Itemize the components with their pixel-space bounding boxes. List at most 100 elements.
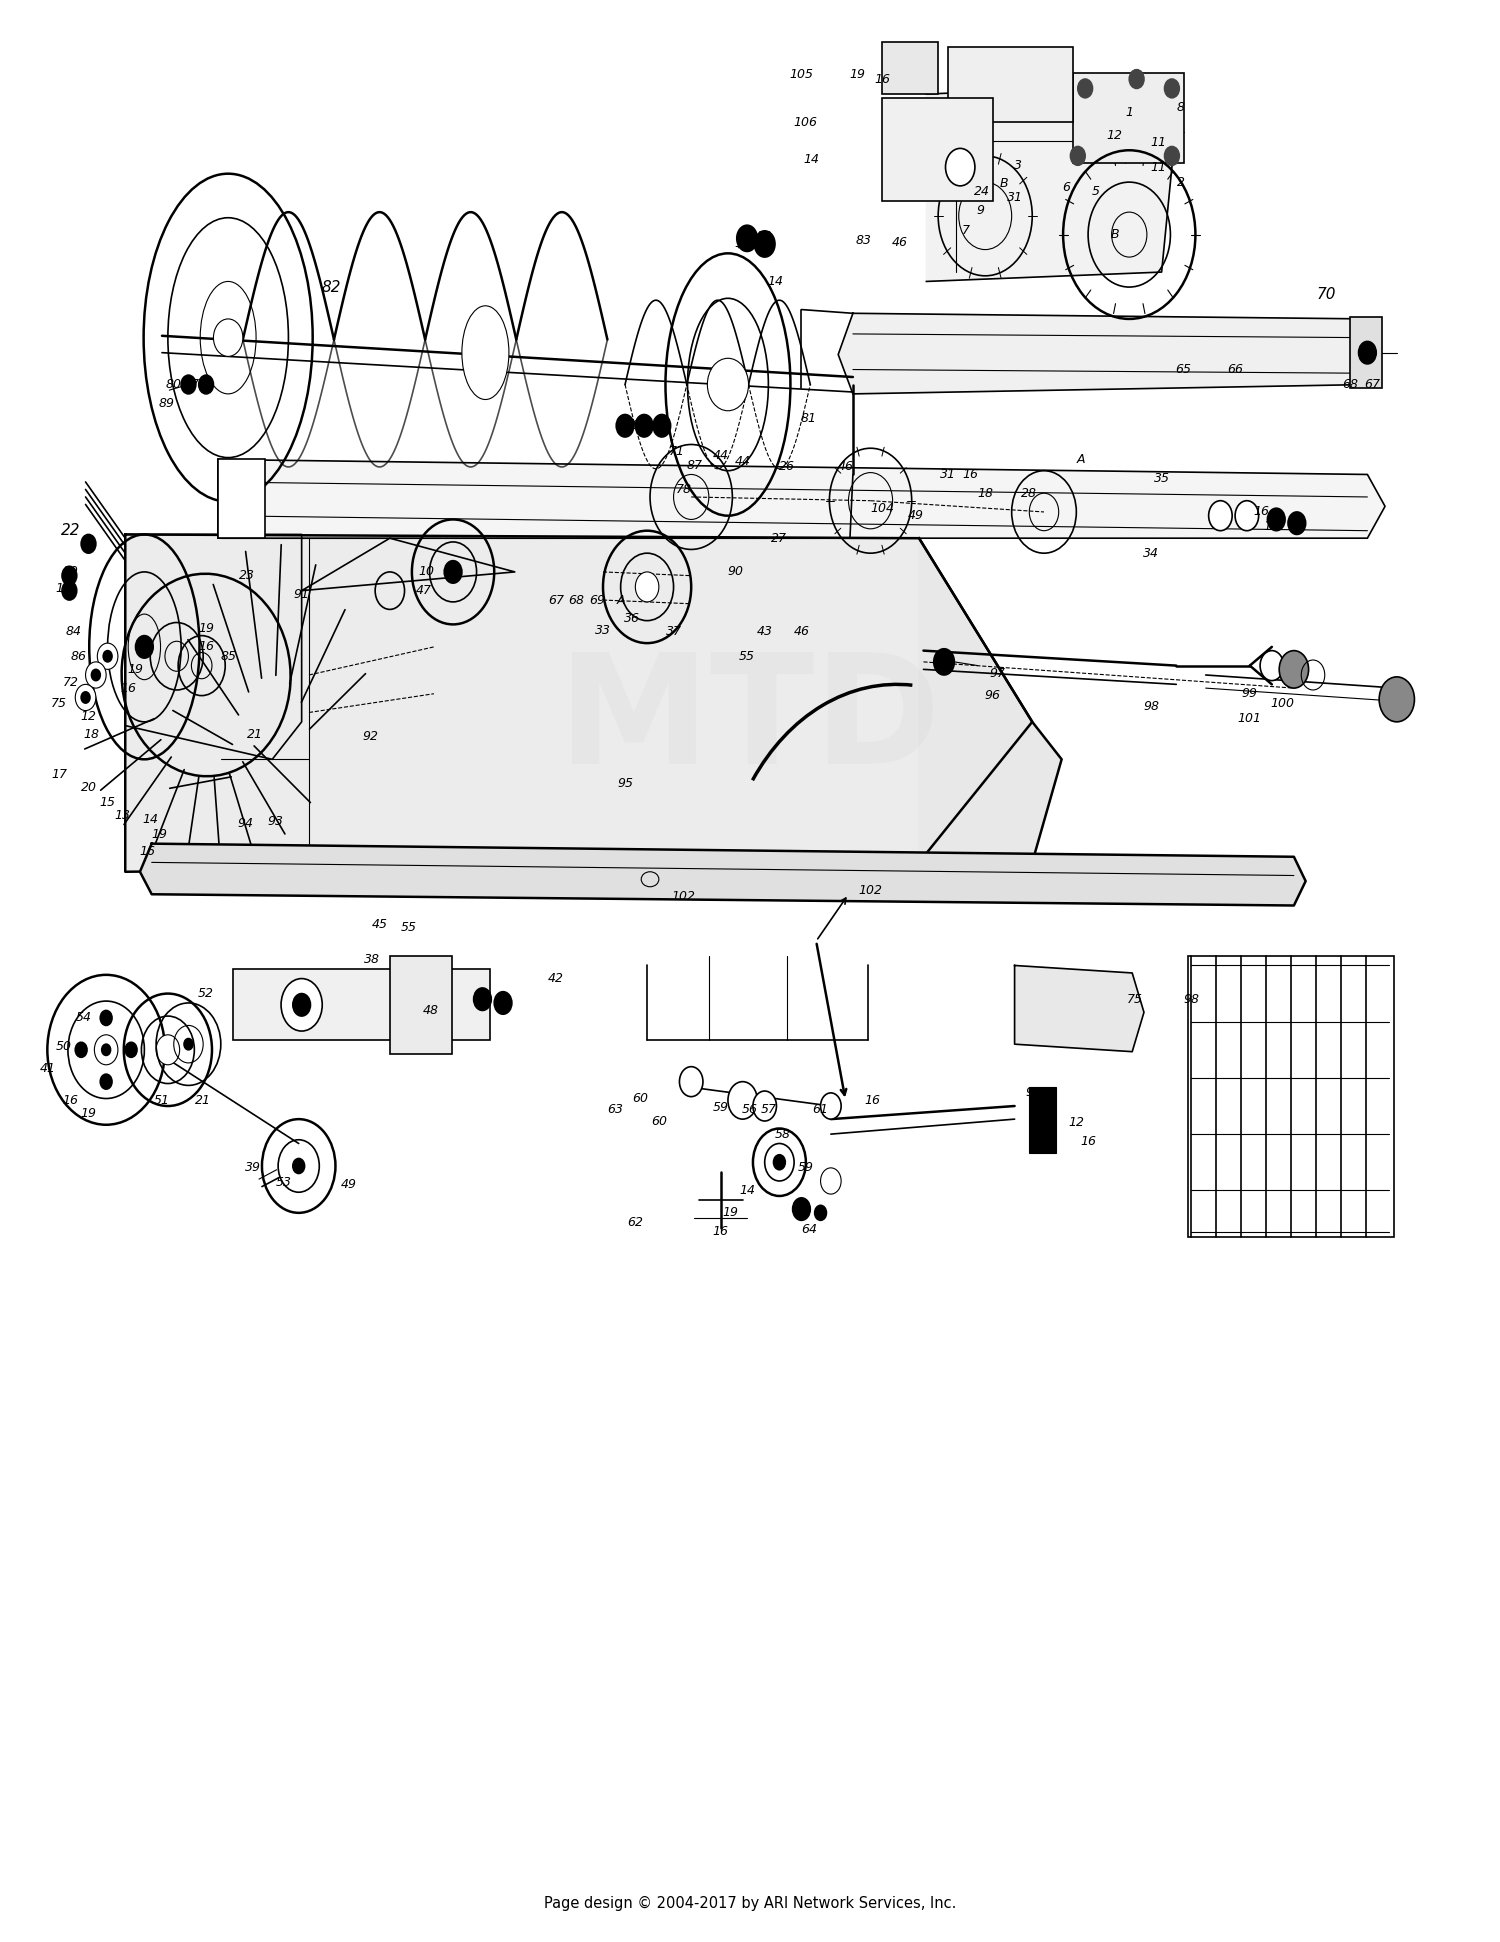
Text: 16: 16	[120, 682, 136, 695]
Text: 65: 65	[1176, 363, 1191, 377]
Circle shape	[1359, 342, 1376, 363]
Text: 36: 36	[624, 612, 640, 625]
Circle shape	[821, 1167, 842, 1194]
Text: 49: 49	[908, 509, 924, 522]
Bar	[390, 955, 452, 1055]
Text: 95: 95	[616, 777, 633, 790]
Text: 16: 16	[140, 845, 156, 858]
Circle shape	[636, 571, 658, 602]
Bar	[882, 41, 938, 93]
Text: 101: 101	[1238, 711, 1262, 724]
Circle shape	[1234, 501, 1258, 530]
Text: 19: 19	[756, 229, 772, 243]
Circle shape	[945, 148, 975, 186]
Circle shape	[736, 225, 758, 251]
Text: 23: 23	[240, 569, 255, 583]
Text: 38: 38	[364, 954, 380, 967]
Circle shape	[728, 1082, 758, 1119]
Circle shape	[98, 643, 118, 670]
Circle shape	[213, 318, 243, 357]
Bar	[1074, 74, 1184, 163]
Text: 19: 19	[128, 662, 144, 676]
Text: 92: 92	[363, 730, 378, 744]
Polygon shape	[124, 534, 1032, 872]
Text: 31: 31	[1007, 190, 1023, 204]
Text: 64: 64	[801, 1223, 818, 1237]
Circle shape	[92, 670, 100, 680]
Circle shape	[792, 1198, 810, 1220]
Text: 2: 2	[1176, 175, 1185, 188]
Text: 82: 82	[321, 280, 340, 295]
Text: 103: 103	[1029, 1109, 1053, 1122]
Bar	[1350, 317, 1382, 388]
Text: 60: 60	[632, 1091, 648, 1105]
Polygon shape	[140, 843, 1305, 905]
Text: 16: 16	[864, 1093, 880, 1107]
Text: 55: 55	[400, 922, 417, 934]
Circle shape	[1268, 509, 1286, 530]
Text: 47: 47	[416, 585, 432, 596]
Text: 68: 68	[568, 594, 585, 606]
Text: 27: 27	[771, 532, 788, 544]
Text: 96: 96	[1026, 1086, 1041, 1099]
Text: 16: 16	[735, 237, 750, 251]
Circle shape	[1071, 146, 1084, 165]
Text: 22: 22	[62, 522, 81, 538]
Text: 90: 90	[728, 565, 744, 579]
Text: 31: 31	[940, 468, 957, 482]
Circle shape	[821, 1093, 842, 1119]
Circle shape	[75, 1043, 87, 1056]
Polygon shape	[217, 460, 1384, 538]
Circle shape	[94, 1035, 118, 1064]
Text: 78: 78	[624, 419, 640, 433]
Text: 68: 68	[1342, 379, 1358, 390]
Text: 58: 58	[774, 1128, 790, 1140]
Text: 9: 9	[976, 204, 986, 218]
Text: B: B	[1110, 227, 1119, 241]
Text: 63: 63	[608, 1103, 622, 1117]
Text: 51: 51	[154, 1093, 170, 1107]
Circle shape	[1378, 678, 1414, 722]
Text: 44: 44	[735, 454, 750, 468]
Text: 10: 10	[419, 565, 435, 579]
Text: 69: 69	[590, 594, 604, 606]
Circle shape	[1164, 80, 1179, 97]
Text: 8: 8	[1176, 101, 1185, 115]
Circle shape	[1209, 501, 1231, 530]
Text: 6: 6	[1062, 181, 1070, 194]
Circle shape	[774, 1155, 786, 1169]
Text: 19: 19	[63, 565, 80, 579]
Text: 46: 46	[794, 625, 810, 639]
Text: 62: 62	[627, 1216, 644, 1229]
Text: 66: 66	[1227, 363, 1244, 377]
Text: 39: 39	[244, 1161, 261, 1175]
Text: 19: 19	[1264, 520, 1280, 534]
Circle shape	[156, 1035, 180, 1064]
Text: 71: 71	[190, 379, 207, 390]
Text: 67: 67	[1364, 379, 1380, 390]
Text: 19: 19	[81, 1107, 96, 1121]
Text: Page design © 2004-2017 by ARI Network Services, Inc.: Page design © 2004-2017 by ARI Network S…	[544, 1895, 956, 1911]
Text: 12: 12	[1107, 128, 1122, 142]
Text: 56: 56	[742, 1103, 758, 1117]
Text: 24: 24	[975, 184, 990, 198]
Circle shape	[102, 1045, 111, 1055]
Text: 102: 102	[672, 889, 696, 903]
Text: 12: 12	[81, 709, 96, 722]
Circle shape	[1260, 651, 1284, 680]
Text: 20: 20	[81, 781, 96, 794]
Text: 18: 18	[976, 487, 993, 499]
Circle shape	[135, 635, 153, 658]
Bar	[882, 97, 993, 200]
Circle shape	[75, 684, 96, 711]
Text: A: A	[616, 594, 626, 606]
Text: 96: 96	[984, 689, 1000, 703]
Text: 14: 14	[740, 1185, 754, 1196]
Text: 97: 97	[988, 666, 1005, 680]
Text: 11: 11	[1150, 136, 1167, 150]
Circle shape	[100, 1010, 112, 1025]
Text: 19: 19	[849, 68, 865, 82]
Polygon shape	[927, 85, 1176, 282]
Text: 44: 44	[712, 449, 729, 462]
Text: 87: 87	[686, 458, 702, 472]
